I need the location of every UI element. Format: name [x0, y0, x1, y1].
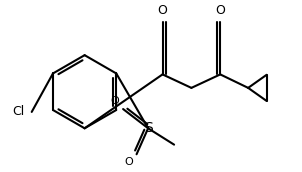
Text: O: O [215, 4, 225, 17]
Text: S: S [144, 121, 153, 135]
Text: O: O [158, 4, 168, 17]
Text: O: O [111, 96, 119, 106]
Text: O: O [124, 157, 133, 167]
Text: Cl: Cl [13, 105, 25, 119]
